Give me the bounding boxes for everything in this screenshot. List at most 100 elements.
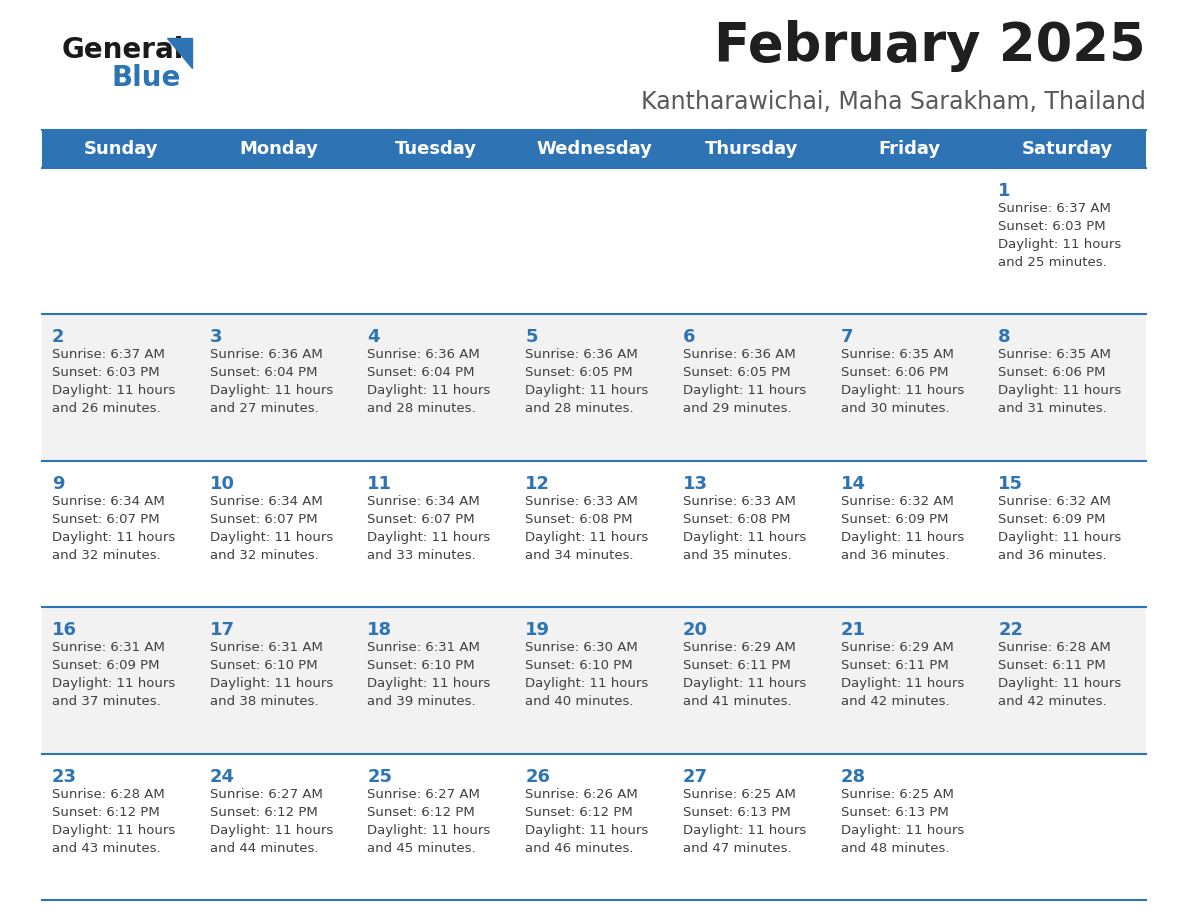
Text: and 37 minutes.: and 37 minutes. xyxy=(52,695,160,708)
Text: Daylight: 11 hours: Daylight: 11 hours xyxy=(683,823,807,836)
Text: 3: 3 xyxy=(210,329,222,346)
Text: Sunrise: 6:25 AM: Sunrise: 6:25 AM xyxy=(683,788,796,800)
Text: Sunrise: 6:36 AM: Sunrise: 6:36 AM xyxy=(367,349,480,362)
Text: Sunrise: 6:34 AM: Sunrise: 6:34 AM xyxy=(52,495,165,508)
Text: Daylight: 11 hours: Daylight: 11 hours xyxy=(525,531,649,543)
Text: Sunrise: 6:36 AM: Sunrise: 6:36 AM xyxy=(210,349,322,362)
Text: Sunset: 6:04 PM: Sunset: 6:04 PM xyxy=(210,366,317,379)
Text: Sunrise: 6:35 AM: Sunrise: 6:35 AM xyxy=(841,349,954,362)
Text: Sunrise: 6:28 AM: Sunrise: 6:28 AM xyxy=(52,788,165,800)
Text: 4: 4 xyxy=(367,329,380,346)
Text: 13: 13 xyxy=(683,475,708,493)
Text: Sunrise: 6:32 AM: Sunrise: 6:32 AM xyxy=(841,495,954,508)
Text: Sunset: 6:11 PM: Sunset: 6:11 PM xyxy=(683,659,790,672)
Text: and 34 minutes.: and 34 minutes. xyxy=(525,549,633,562)
Text: 15: 15 xyxy=(998,475,1023,493)
Text: Sunrise: 6:30 AM: Sunrise: 6:30 AM xyxy=(525,641,638,655)
Text: 14: 14 xyxy=(841,475,866,493)
Text: and 28 minutes.: and 28 minutes. xyxy=(525,402,633,416)
Text: Friday: Friday xyxy=(878,140,941,158)
Text: 23: 23 xyxy=(52,767,77,786)
Text: 21: 21 xyxy=(841,621,866,639)
Text: Tuesday: Tuesday xyxy=(396,140,478,158)
Text: 6: 6 xyxy=(683,329,695,346)
Text: Daylight: 11 hours: Daylight: 11 hours xyxy=(525,823,649,836)
Text: Sunrise: 6:37 AM: Sunrise: 6:37 AM xyxy=(52,349,165,362)
Text: and 32 minutes.: and 32 minutes. xyxy=(52,549,160,562)
Text: Blue: Blue xyxy=(112,64,182,92)
Text: Sunset: 6:03 PM: Sunset: 6:03 PM xyxy=(52,366,159,379)
Text: and 39 minutes.: and 39 minutes. xyxy=(367,695,476,708)
Text: Daylight: 11 hours: Daylight: 11 hours xyxy=(998,531,1121,543)
Text: and 31 minutes.: and 31 minutes. xyxy=(998,402,1107,416)
Text: and 25 minutes.: and 25 minutes. xyxy=(998,256,1107,269)
Text: Daylight: 11 hours: Daylight: 11 hours xyxy=(998,238,1121,251)
Text: 1: 1 xyxy=(998,182,1011,200)
Text: Sunset: 6:04 PM: Sunset: 6:04 PM xyxy=(367,366,475,379)
Text: Sunset: 6:11 PM: Sunset: 6:11 PM xyxy=(841,659,948,672)
Text: Sunrise: 6:33 AM: Sunrise: 6:33 AM xyxy=(683,495,796,508)
Text: Sunset: 6:13 PM: Sunset: 6:13 PM xyxy=(683,806,790,819)
Text: Sunrise: 6:31 AM: Sunrise: 6:31 AM xyxy=(210,641,323,655)
Text: Sunrise: 6:27 AM: Sunrise: 6:27 AM xyxy=(210,788,323,800)
Text: Monday: Monday xyxy=(239,140,318,158)
Text: Sunrise: 6:28 AM: Sunrise: 6:28 AM xyxy=(998,641,1111,655)
Text: and 29 minutes.: and 29 minutes. xyxy=(683,402,791,416)
Text: 18: 18 xyxy=(367,621,392,639)
Text: and 26 minutes.: and 26 minutes. xyxy=(52,402,160,416)
Bar xyxy=(42,607,1146,754)
Text: Daylight: 11 hours: Daylight: 11 hours xyxy=(683,677,807,690)
Text: 8: 8 xyxy=(998,329,1011,346)
Text: 5: 5 xyxy=(525,329,538,346)
Text: Sunset: 6:12 PM: Sunset: 6:12 PM xyxy=(52,806,159,819)
Text: Saturday: Saturday xyxy=(1022,140,1113,158)
Text: Sunrise: 6:29 AM: Sunrise: 6:29 AM xyxy=(841,641,953,655)
Text: Sunrise: 6:31 AM: Sunrise: 6:31 AM xyxy=(52,641,165,655)
Text: Sunset: 6:09 PM: Sunset: 6:09 PM xyxy=(998,513,1106,526)
Text: and 30 minutes.: and 30 minutes. xyxy=(841,402,949,416)
Text: Sunset: 6:06 PM: Sunset: 6:06 PM xyxy=(998,366,1106,379)
Text: Daylight: 11 hours: Daylight: 11 hours xyxy=(367,823,491,836)
Text: 27: 27 xyxy=(683,767,708,786)
Text: Sunrise: 6:37 AM: Sunrise: 6:37 AM xyxy=(998,202,1111,215)
Text: Daylight: 11 hours: Daylight: 11 hours xyxy=(367,677,491,690)
Text: Daylight: 11 hours: Daylight: 11 hours xyxy=(841,677,963,690)
Text: Sunrise: 6:27 AM: Sunrise: 6:27 AM xyxy=(367,788,480,800)
Text: 24: 24 xyxy=(210,767,235,786)
Text: Sunrise: 6:29 AM: Sunrise: 6:29 AM xyxy=(683,641,796,655)
Text: Sunset: 6:07 PM: Sunset: 6:07 PM xyxy=(210,513,317,526)
Text: Sunrise: 6:34 AM: Sunrise: 6:34 AM xyxy=(210,495,322,508)
Text: and 41 minutes.: and 41 minutes. xyxy=(683,695,791,708)
Text: Sunset: 6:07 PM: Sunset: 6:07 PM xyxy=(367,513,475,526)
Text: February 2025: February 2025 xyxy=(714,20,1146,72)
Text: Daylight: 11 hours: Daylight: 11 hours xyxy=(683,531,807,543)
Text: and 42 minutes.: and 42 minutes. xyxy=(998,695,1107,708)
Text: and 44 minutes.: and 44 minutes. xyxy=(210,842,318,855)
Text: Sunset: 6:12 PM: Sunset: 6:12 PM xyxy=(210,806,317,819)
Text: Sunrise: 6:33 AM: Sunrise: 6:33 AM xyxy=(525,495,638,508)
Text: 17: 17 xyxy=(210,621,235,639)
Text: Daylight: 11 hours: Daylight: 11 hours xyxy=(525,677,649,690)
Text: 28: 28 xyxy=(841,767,866,786)
Text: Sunrise: 6:31 AM: Sunrise: 6:31 AM xyxy=(367,641,480,655)
Text: Daylight: 11 hours: Daylight: 11 hours xyxy=(525,385,649,397)
Text: and 35 minutes.: and 35 minutes. xyxy=(683,549,791,562)
Text: and 40 minutes.: and 40 minutes. xyxy=(525,695,633,708)
Bar xyxy=(42,168,1146,314)
Bar xyxy=(42,130,1146,168)
Text: 9: 9 xyxy=(52,475,64,493)
Text: Sunset: 6:08 PM: Sunset: 6:08 PM xyxy=(525,513,633,526)
Bar xyxy=(42,461,1146,607)
Text: Daylight: 11 hours: Daylight: 11 hours xyxy=(52,677,176,690)
Text: Sunset: 6:11 PM: Sunset: 6:11 PM xyxy=(998,659,1106,672)
Text: Sunset: 6:07 PM: Sunset: 6:07 PM xyxy=(52,513,159,526)
Text: 19: 19 xyxy=(525,621,550,639)
Text: and 36 minutes.: and 36 minutes. xyxy=(998,549,1107,562)
Text: 20: 20 xyxy=(683,621,708,639)
Text: Daylight: 11 hours: Daylight: 11 hours xyxy=(841,531,963,543)
Text: Kantharawichai, Maha Sarakham, Thailand: Kantharawichai, Maha Sarakham, Thailand xyxy=(642,90,1146,114)
Text: Sunrise: 6:32 AM: Sunrise: 6:32 AM xyxy=(998,495,1111,508)
Text: Daylight: 11 hours: Daylight: 11 hours xyxy=(998,677,1121,690)
Text: Sunset: 6:03 PM: Sunset: 6:03 PM xyxy=(998,220,1106,233)
Text: 26: 26 xyxy=(525,767,550,786)
